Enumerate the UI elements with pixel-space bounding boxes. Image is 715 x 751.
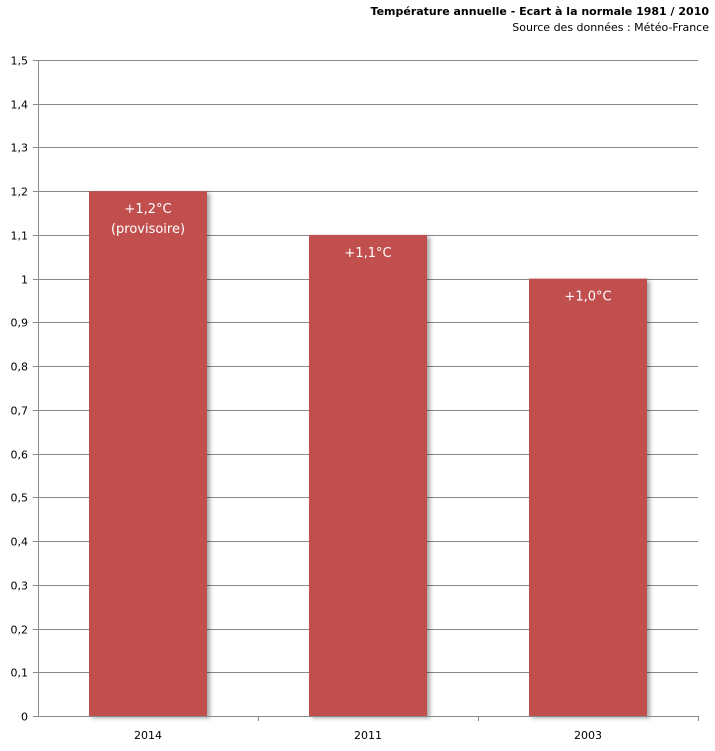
x-tick-label: 2011 <box>354 729 382 742</box>
y-tick-label: 1,1 <box>11 230 29 243</box>
y-tick-label: 0,4 <box>11 536 29 549</box>
data-label: (provisoire) <box>111 222 185 237</box>
data-label: +1,2°C <box>124 202 171 217</box>
y-tick-label: 1,4 <box>11 99 29 112</box>
y-tick-label: 1 <box>21 274 28 287</box>
y-tick-label: 0 <box>21 711 28 724</box>
y-tick-label: 1,3 <box>11 142 29 155</box>
y-tick-label: 1,5 <box>11 55 29 68</box>
x-tick-label: 2014 <box>134 729 162 742</box>
y-tick-label: 0,6 <box>11 449 29 462</box>
y-tick-label: 0,7 <box>11 405 29 418</box>
y-tick-label: 0,2 <box>11 624 29 637</box>
y-tick-label: 0,1 <box>11 667 29 680</box>
bar-2003 <box>529 278 647 716</box>
data-label: +1,0°C <box>564 290 611 305</box>
y-tick-label: 0,9 <box>11 317 29 330</box>
y-tick-label: 0,3 <box>11 580 29 593</box>
y-tick-label: 1,2 <box>11 186 29 199</box>
bar-2014 <box>89 191 207 716</box>
y-tick-label: 0,5 <box>11 492 29 505</box>
bar-2011 <box>309 234 427 716</box>
chart-title: Température annuelle - Ecart à la normal… <box>370 5 709 18</box>
x-tick-label: 2003 <box>574 729 602 742</box>
data-label: +1,1°C <box>344 246 391 261</box>
chart-subtitle: Source des données : Météo-France <box>512 21 709 34</box>
y-tick-label: 0,8 <box>11 361 29 374</box>
